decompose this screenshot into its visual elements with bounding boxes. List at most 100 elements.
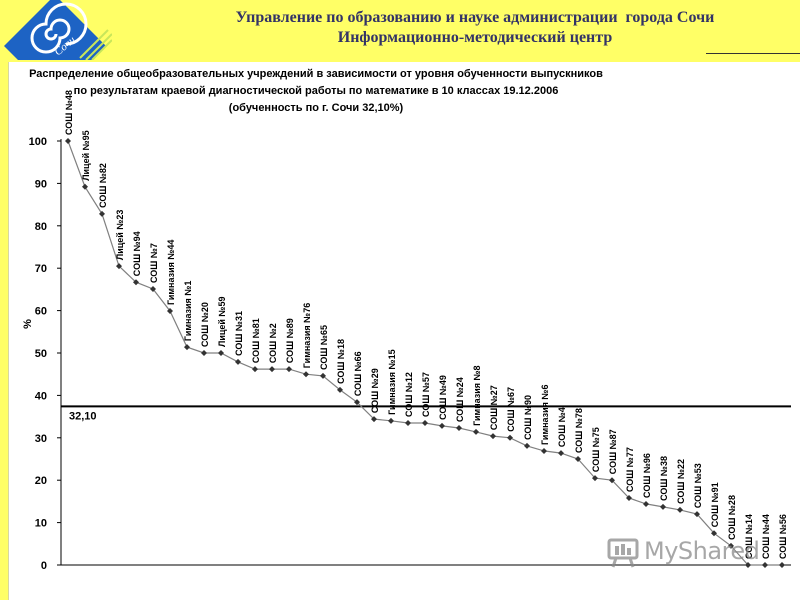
data-point xyxy=(490,433,496,440)
data-point xyxy=(711,530,717,537)
data-point xyxy=(303,371,309,378)
data-point xyxy=(286,366,292,373)
data-point xyxy=(116,263,122,270)
data-point xyxy=(405,419,411,426)
y-tick-label: 50 xyxy=(35,348,47,360)
data-point-label: СОШ №67 xyxy=(506,387,516,432)
data-point xyxy=(82,183,88,190)
data-point-label: СОШ №7 xyxy=(149,243,159,283)
data-point-label: СОШ №4 xyxy=(557,407,567,447)
data-point-label: СОШ №65 xyxy=(319,325,329,370)
presentation-board-icon xyxy=(607,538,639,568)
data-point-label: СОШ №53 xyxy=(693,463,703,508)
data-point-label: СОШ №49 xyxy=(438,375,448,420)
data-point-label: СОШ №77 xyxy=(625,447,635,492)
data-point-label: СОШ №12 xyxy=(404,372,414,417)
y-tick-label: 40 xyxy=(35,390,47,402)
data-point-label: СОШ №29 xyxy=(370,368,380,413)
data-point xyxy=(660,503,666,510)
chart-title-line: по результатам краевой диагностической р… xyxy=(74,85,559,97)
header-title-center: Информационно-методический центр xyxy=(337,29,613,46)
data-point xyxy=(269,366,275,373)
data-point xyxy=(184,344,190,351)
data-point xyxy=(524,442,530,449)
data-point-label: СОШ №91 xyxy=(710,482,720,527)
data-point-label: СОШ №90 xyxy=(523,395,533,440)
data-point-label: СОШ №75 xyxy=(591,427,601,472)
data-point-label: СОШ №2 xyxy=(268,323,278,363)
data-point-label: СОШ №57 xyxy=(421,372,431,417)
data-point xyxy=(507,434,513,441)
data-point xyxy=(252,366,258,373)
data-point-label: СОШ №18 xyxy=(336,339,346,384)
data-point-label: СОШ №28 xyxy=(727,495,737,540)
reference-line-label: 32,10 xyxy=(69,410,97,422)
data-point-label: СОШ №96 xyxy=(642,453,652,498)
data-point xyxy=(201,350,207,356)
y-tick-label: 90 xyxy=(35,178,47,190)
chart-title-line: Распределение общеобразовательных учрежд… xyxy=(29,68,603,80)
header-title-organization: Управление по образованию и науке админи… xyxy=(235,9,715,26)
data-point-label: СОШ №66 xyxy=(353,351,363,396)
y-tick-label: 80 xyxy=(35,221,47,233)
data-point xyxy=(235,358,241,365)
data-point-label: СОШ №24 xyxy=(455,377,465,422)
data-point xyxy=(779,562,785,568)
data-point xyxy=(609,477,615,484)
data-point-label: Гимназия №6 xyxy=(540,385,550,445)
data-point xyxy=(745,562,751,568)
data-point-label: СОШ №87 xyxy=(608,429,618,474)
data-point-label: СОШ №38 xyxy=(659,456,669,501)
data-point xyxy=(371,416,377,423)
data-point xyxy=(728,542,734,549)
series-line xyxy=(67,140,782,566)
data-point-label: СОШ №20 xyxy=(200,302,210,347)
data-point-label: Лицей №95 xyxy=(81,130,91,180)
data-point-label: Гимназия №1 xyxy=(183,281,193,341)
y-tick-label: 100 xyxy=(29,136,47,148)
y-tick-label: 0 xyxy=(41,560,47,572)
data-point-label: СОШ №82 xyxy=(98,163,108,208)
chart-panel: Распределение общеобразовательных учрежд… xyxy=(8,62,800,600)
data-point-label: Лицей №23 xyxy=(115,210,125,260)
data-point-label: СОШ №81 xyxy=(251,318,261,363)
data-point xyxy=(762,562,768,568)
data-point xyxy=(473,428,479,435)
data-point-label: СОШ №78 xyxy=(574,408,584,453)
data-point xyxy=(626,495,632,502)
data-point-label: СОШ №94 xyxy=(132,231,142,276)
data-point-label: Гимназия №76 xyxy=(302,303,312,368)
data-point-label: Гимназия №8 xyxy=(472,365,482,425)
data-point xyxy=(167,308,173,315)
data-point-label: СОШ №56 xyxy=(778,514,788,559)
data-point xyxy=(643,500,649,507)
data-point xyxy=(592,475,598,482)
data-point xyxy=(65,138,71,144)
y-tick-label: 30 xyxy=(35,433,47,445)
y-tick-label: 70 xyxy=(35,263,47,275)
data-point-label: СОШ №31 xyxy=(234,311,244,356)
data-point xyxy=(133,279,139,286)
data-point xyxy=(677,506,683,513)
chart-title-line: (обученность по г. Сочи 32,10%) xyxy=(229,102,404,114)
data-point-label: СОШ №48 xyxy=(64,90,74,135)
data-point xyxy=(388,417,394,424)
data-point-label: СОШ №89 xyxy=(285,318,295,363)
watermark: MyShared xyxy=(606,533,796,573)
data-point-label: Гимназия №15 xyxy=(387,349,397,414)
data-point-label: СОШ №44 xyxy=(761,514,771,559)
data-point-label: Лицей №59 xyxy=(217,297,227,347)
header-divider xyxy=(706,53,800,54)
data-point-label: СОШ №22 xyxy=(676,459,686,504)
data-point-label: Гимназия №44 xyxy=(166,240,176,305)
data-point-label: СОШ №14 xyxy=(744,514,754,559)
data-point xyxy=(439,422,445,429)
data-point xyxy=(575,456,581,462)
y-tick-label: 20 xyxy=(35,475,47,487)
data-point xyxy=(320,372,326,379)
data-point-label: СОШ №27 xyxy=(489,385,499,430)
y-tick-label: 60 xyxy=(35,306,47,318)
data-point xyxy=(337,386,343,393)
data-point xyxy=(422,419,428,426)
data-point xyxy=(558,450,564,457)
